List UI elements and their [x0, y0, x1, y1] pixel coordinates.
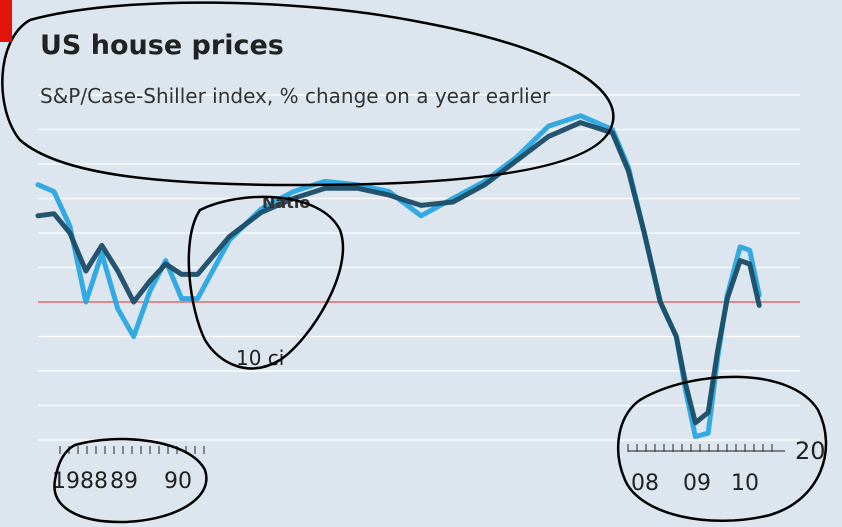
x-tick-label: 89: [110, 469, 138, 494]
annotation-loop-left-axis: [53, 437, 208, 524]
chart-title: US house prices: [40, 30, 284, 61]
series-line-10-city: [35, 113, 762, 440]
x-tick-label: 1988: [52, 469, 108, 494]
brand-tag: [0, 0, 12, 42]
chart-subtitle: S&P/Case-Shiller index, % change on a ye…: [40, 84, 551, 108]
series-line-national: [35, 120, 762, 426]
x-axis: 1988 89 90 08 09 10: [52, 444, 785, 496]
x-tick-label: 08: [631, 471, 659, 496]
series-label-10-city: 10 ci: [236, 346, 284, 370]
x-tick-label: 90: [164, 469, 192, 494]
annotation-loop-title: [1, 1, 615, 187]
y-axis: 20: [795, 437, 826, 465]
x-tick-label: 10: [731, 471, 759, 496]
annotation-loop-right-axis: [617, 375, 828, 522]
annotation-loop-middle: [187, 195, 345, 370]
chart-series: [35, 113, 762, 440]
y-tick-label: 20: [795, 437, 826, 465]
x-tick-label: 09: [683, 471, 711, 496]
